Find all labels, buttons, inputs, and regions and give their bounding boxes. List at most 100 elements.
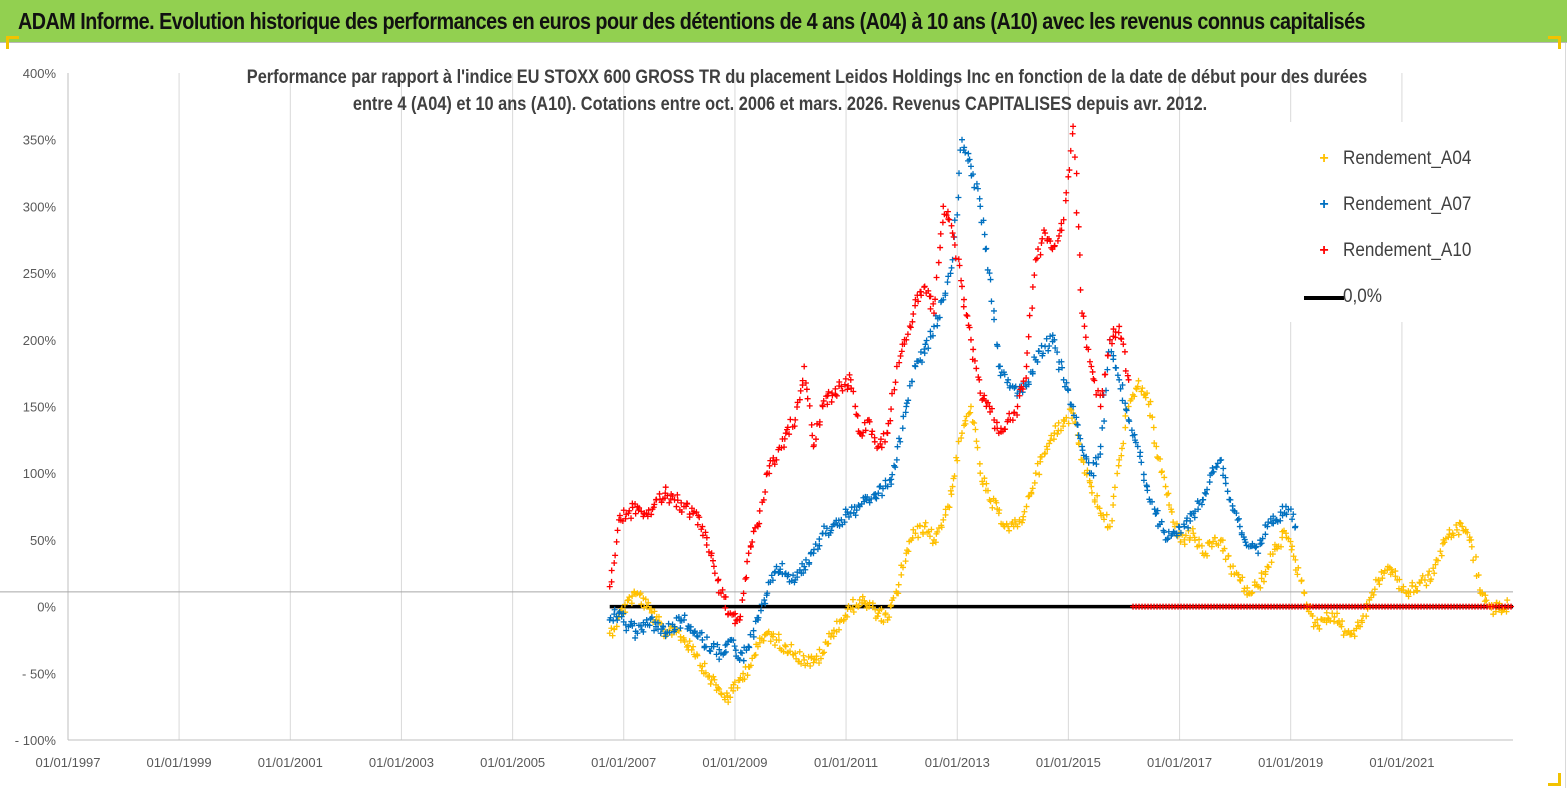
data-point (717, 590, 724, 597)
data-point-fill (895, 590, 902, 597)
data-point-fill (1259, 535, 1266, 542)
data-point (801, 656, 808, 663)
data-point-fill (862, 427, 869, 434)
data-point-fill (743, 647, 750, 654)
data-point (838, 516, 845, 523)
data-point-fill (892, 379, 899, 386)
data-point-fill (710, 673, 717, 680)
data-point-fill (626, 594, 633, 601)
chart-title-line-1: Performance par rapport à l'indice EU ST… (246, 67, 1368, 88)
data-point-fill (681, 638, 688, 645)
data-point-fill (1419, 572, 1426, 579)
data-point-fill (1503, 608, 1510, 615)
data-point-fill (1086, 358, 1093, 365)
data-point-fill (1277, 543, 1284, 550)
data-point-fill (651, 608, 658, 615)
legend: + Rendement_A04 + Rendement_A07 + Rendem… (1290, 122, 1510, 322)
data-point-fill (900, 564, 907, 571)
data-point-fill (1206, 479, 1213, 486)
data-point-fill (954, 211, 961, 218)
data-point (1005, 523, 1012, 530)
data-point-fill (962, 417, 969, 424)
data-point-fill (723, 690, 730, 697)
data-point (1088, 363, 1095, 370)
data-point (801, 563, 808, 570)
data-point-fill (638, 601, 645, 608)
data-point-fill (1039, 235, 1046, 242)
data-point-fill (1040, 350, 1047, 357)
data-point (949, 256, 956, 263)
data-point-fill (877, 440, 884, 447)
data-point-fill (637, 590, 644, 597)
data-point-fill (756, 639, 763, 646)
y-tick-label: 200% (23, 333, 57, 348)
data-point (736, 656, 743, 663)
data-point-fill (1152, 510, 1159, 517)
x-tick-label: 01/01/2007 (591, 755, 656, 770)
data-point-fill (887, 417, 894, 424)
data-point (958, 430, 965, 437)
data-point-fill (763, 471, 770, 478)
data-point-fill (1123, 407, 1130, 414)
data-point-fill (1396, 576, 1403, 583)
data-point-fill (1168, 508, 1175, 515)
data-point-fill (632, 510, 639, 517)
data-point-fill (934, 528, 941, 535)
data-point-fill (922, 519, 929, 526)
data-point (977, 470, 984, 477)
data-point-fill (762, 488, 769, 495)
data-point-fill (997, 363, 1004, 370)
data-point-fill (896, 359, 903, 366)
data-point-fill (926, 533, 933, 540)
data-point-fill (902, 558, 909, 565)
data-point-fill (722, 604, 729, 611)
data-point (1412, 583, 1419, 590)
data-point-fill (1088, 489, 1095, 496)
data-point-fill (951, 217, 958, 224)
data-point-fill (636, 504, 643, 511)
data-point-fill (1154, 507, 1161, 514)
data-point-fill (946, 504, 953, 511)
data-point (643, 510, 650, 517)
data-point-fill (771, 461, 778, 468)
data-point-fill (1047, 437, 1054, 444)
data-point-fill (1184, 515, 1191, 522)
data-point-fill (970, 346, 977, 353)
data-point-fill (1119, 381, 1126, 388)
data-point-fill (836, 626, 843, 633)
data-point-fill (987, 408, 994, 415)
data-point-fill (1294, 571, 1301, 578)
data-point (1070, 403, 1077, 410)
chart-title: Performance par rapport à l'indice EU ST… (160, 64, 1400, 118)
data-point-fill (1089, 368, 1096, 375)
data-point (792, 650, 799, 657)
data-point-fill (731, 679, 738, 686)
data-point-fill (1214, 460, 1221, 467)
data-point-fill (1044, 446, 1051, 453)
data-point-fill (964, 313, 971, 320)
data-point-fill (1023, 375, 1030, 382)
data-point-fill (1063, 379, 1070, 386)
data-point-fill (948, 222, 955, 229)
data-point-fill (917, 349, 924, 356)
data-point-fill (825, 640, 832, 647)
data-point-fill (983, 245, 990, 252)
data-point (1421, 576, 1428, 583)
data-point-fill (775, 637, 782, 644)
data-point-fill (833, 392, 840, 399)
data-point (1116, 323, 1123, 330)
x-tick-label: 01/01/2021 (1369, 755, 1434, 770)
data-point-fill (800, 569, 807, 576)
data-point-fill (626, 507, 633, 514)
data-point (1310, 623, 1317, 630)
data-point-fill (1149, 498, 1155, 505)
data-point-fill (706, 672, 713, 679)
data-point-fill (891, 386, 898, 393)
data-point-fill (1132, 439, 1139, 446)
data-point-fill (614, 617, 621, 624)
x-tick-label: 01/01/2005 (480, 755, 545, 770)
y-tick-label: 100% (23, 466, 57, 481)
data-point-fill (899, 425, 906, 432)
data-point (699, 663, 706, 670)
data-point-fill (1081, 323, 1088, 330)
